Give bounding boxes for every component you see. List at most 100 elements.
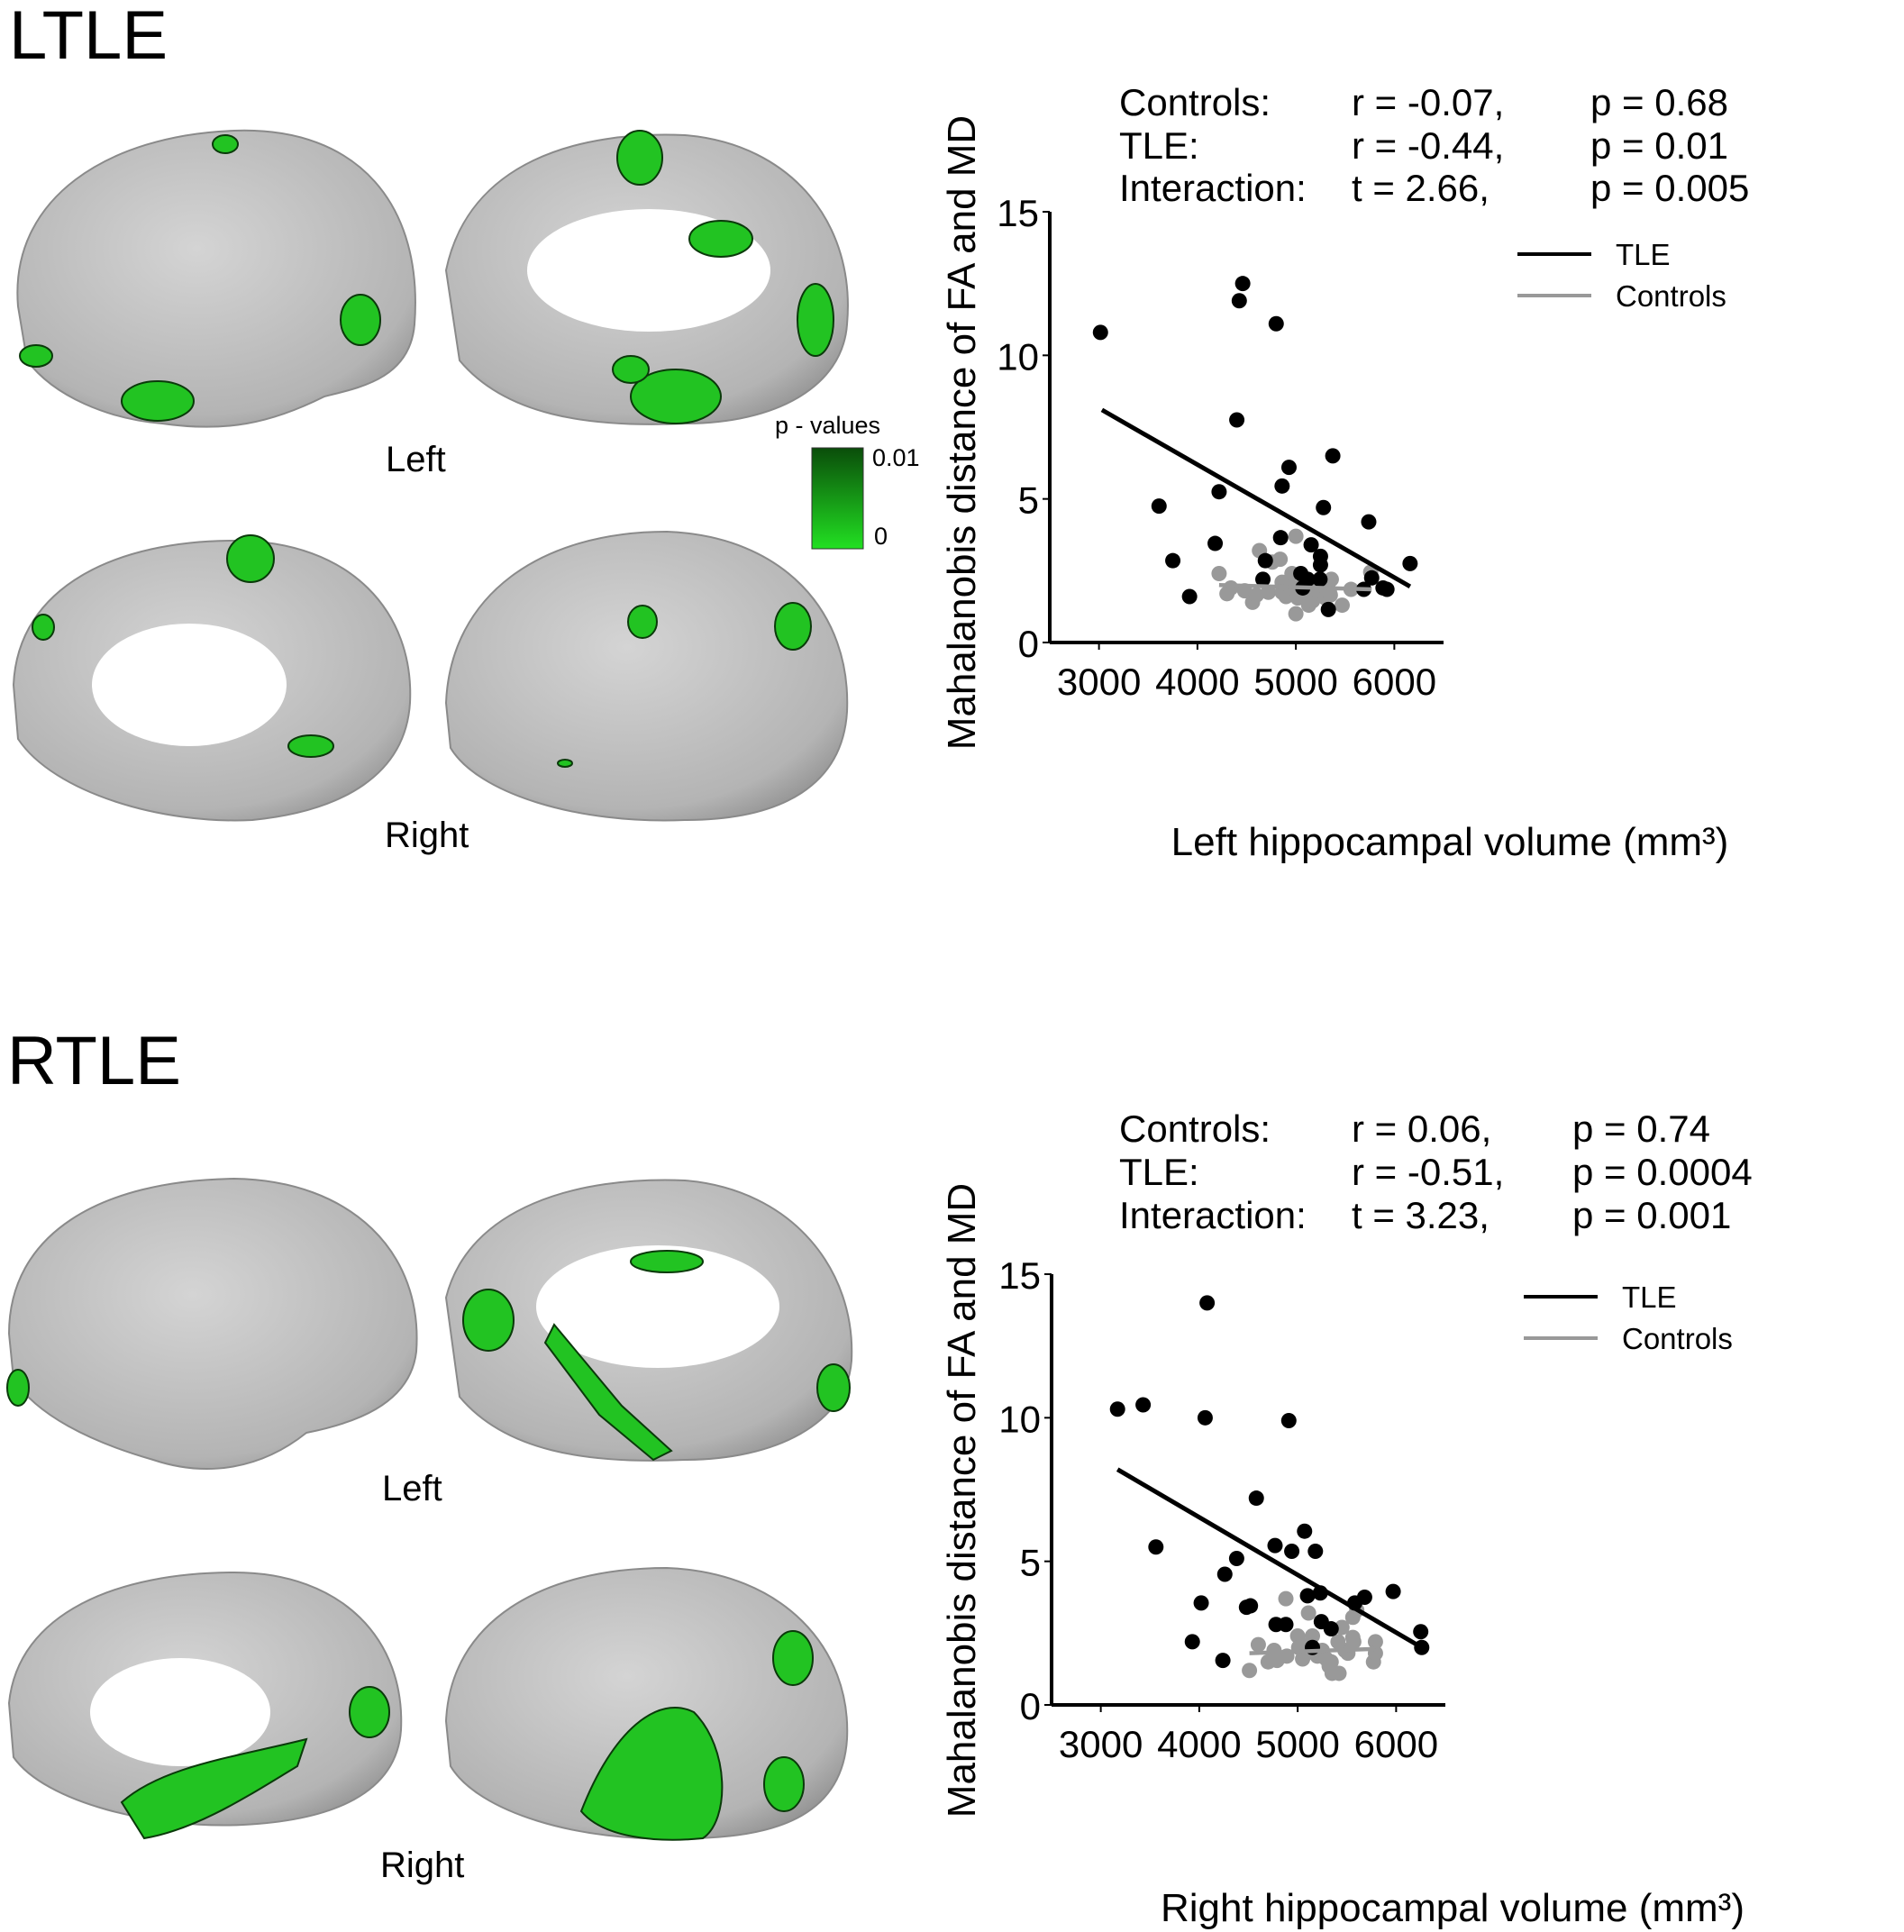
panel-title-rtle: RTLE xyxy=(7,1023,181,1099)
tle-point xyxy=(1151,498,1167,515)
legend-label-controls: Controls xyxy=(1622,1322,1733,1355)
controls-point xyxy=(1345,1634,1362,1650)
tle-point xyxy=(1379,581,1395,597)
controls-point xyxy=(1323,571,1339,588)
tle-point xyxy=(1312,571,1328,588)
colorbar-title: p - values xyxy=(775,412,881,439)
colorbar-max-label: 0.01 xyxy=(872,444,920,471)
brain-left-lateral xyxy=(16,129,416,428)
controls-point xyxy=(1295,1651,1311,1667)
hemisphere-label-left: Left xyxy=(382,1469,442,1508)
tle-point xyxy=(1228,1550,1244,1566)
tle-point xyxy=(1255,571,1271,588)
x-tick-label: 6000 xyxy=(1354,1723,1438,1765)
hemisphere-label-right: Right xyxy=(385,816,469,855)
tle-point xyxy=(1257,552,1273,569)
colorbar xyxy=(811,447,864,550)
stat-value: t = 3.23, xyxy=(1352,1194,1489,1236)
y-tick-label: 10 xyxy=(998,1398,1041,1440)
x-tick-label: 3000 xyxy=(1059,1723,1143,1765)
panel-title-ltle: LTLE xyxy=(9,0,169,74)
tle-point xyxy=(1272,530,1289,546)
hemisphere-label-right: Right xyxy=(380,1845,465,1885)
controls-point xyxy=(1248,587,1264,603)
stat-label: Interaction: xyxy=(1119,1194,1307,1236)
brain-right-lateral xyxy=(444,1566,849,1840)
tle-point xyxy=(1280,1413,1297,1429)
stat-p: p = 0.0004 xyxy=(1572,1151,1753,1193)
tle-point xyxy=(1280,460,1297,476)
tle-point xyxy=(1231,293,1247,309)
legend-label-tle: TLE xyxy=(1616,238,1671,271)
tle-fit-line xyxy=(1100,407,1412,589)
tle-point xyxy=(1165,552,1181,569)
controls-point xyxy=(1211,566,1227,582)
x-axis-label: Right hippocampal volume (mm³) xyxy=(1161,1886,1745,1930)
y-tick-label: 15 xyxy=(998,1254,1041,1297)
tle-point xyxy=(1312,557,1328,573)
colorbar-min-label: 0 xyxy=(874,523,888,550)
y-axis-label: Mahalanobis distance of FA and MD xyxy=(940,114,984,751)
tle-point xyxy=(1215,1653,1231,1669)
y-axis-label: Mahalanobis distance of FA and MD xyxy=(940,1182,984,1818)
tle-point xyxy=(1199,1295,1216,1311)
tle-point xyxy=(1323,1621,1339,1637)
tle-point xyxy=(1413,1624,1429,1640)
tle-point xyxy=(1211,484,1227,500)
tle-point xyxy=(1402,555,1418,571)
tle-point xyxy=(1299,1588,1316,1604)
controls-point xyxy=(1242,1663,1258,1679)
controls-point xyxy=(1272,551,1289,568)
y-tick-label: 10 xyxy=(997,335,1039,378)
brain-right-lateral xyxy=(444,530,849,822)
tle-point xyxy=(1385,1583,1401,1599)
controls-point xyxy=(1305,1628,1321,1645)
y-tick-label: 5 xyxy=(1018,479,1039,522)
stat-value: r = 0.06, xyxy=(1352,1107,1492,1150)
tle-point xyxy=(1135,1397,1152,1413)
controls-point xyxy=(1300,1605,1316,1621)
stat-label: TLE: xyxy=(1119,124,1199,167)
tle-point xyxy=(1303,537,1319,553)
controls-fit-line xyxy=(1218,583,1372,592)
stat-value: r = -0.07, xyxy=(1352,81,1505,123)
tle-point xyxy=(1268,315,1284,332)
x-tick-label: 6000 xyxy=(1353,661,1436,703)
tle-point xyxy=(1320,601,1336,617)
controls-point xyxy=(1289,1628,1306,1645)
stat-label: TLE: xyxy=(1119,1151,1199,1193)
x-tick-label: 5000 xyxy=(1255,1723,1339,1765)
tle-point xyxy=(1267,1537,1283,1554)
stat-p: p = 0.001 xyxy=(1572,1194,1732,1236)
x-tick-label: 4000 xyxy=(1157,1723,1241,1765)
controls-point xyxy=(1250,1636,1266,1653)
stat-p: p = 0.74 xyxy=(1572,1107,1710,1150)
significant-clusters xyxy=(6,130,851,1841)
tle-point xyxy=(1216,1566,1233,1582)
stat-label: Interaction: xyxy=(1119,167,1307,209)
tle-point xyxy=(1307,1544,1324,1560)
controls-point xyxy=(1223,579,1239,596)
tle-point xyxy=(1197,1409,1213,1426)
y-tick-label: 0 xyxy=(1020,1685,1041,1727)
stat-p: p = 0.005 xyxy=(1590,167,1750,209)
tle-point xyxy=(1243,1598,1259,1614)
controls-point xyxy=(1322,587,1338,603)
stat-p: p = 0.68 xyxy=(1590,81,1728,123)
y-tick-label: 0 xyxy=(1018,623,1039,665)
tle-point xyxy=(1229,412,1245,428)
brain-left-lateral xyxy=(7,1177,418,1470)
tle-point xyxy=(1316,499,1332,515)
tle-point xyxy=(1148,1539,1164,1555)
tle-point xyxy=(1284,1544,1300,1560)
tle-point xyxy=(1092,324,1108,341)
legend-label-tle: TLE xyxy=(1622,1280,1677,1314)
stat-label: Controls: xyxy=(1119,1107,1271,1150)
tle-point xyxy=(1325,448,1341,464)
tle-point xyxy=(1361,514,1377,530)
controls-point xyxy=(1367,1634,1383,1650)
stat-p: p = 0.01 xyxy=(1590,124,1728,167)
tle-point xyxy=(1363,570,1380,586)
tle-point xyxy=(1278,1617,1294,1633)
